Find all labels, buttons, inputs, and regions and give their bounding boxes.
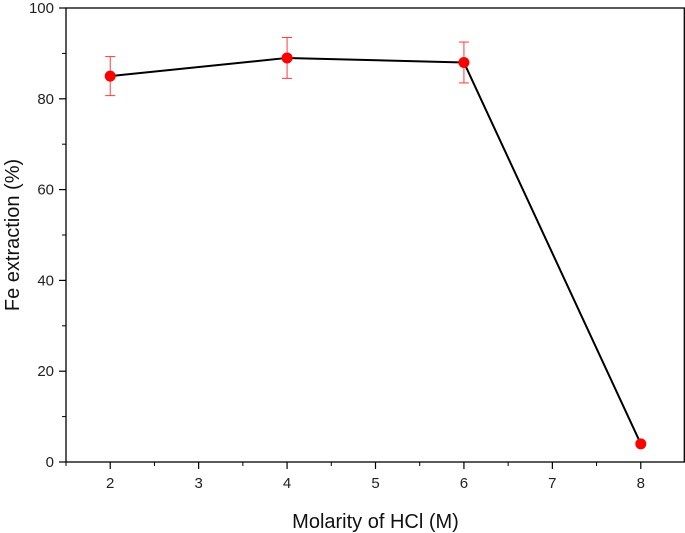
plot-frame [65,7,685,463]
series-line [110,56,642,445]
x-tick-label: 6 [460,475,468,492]
x-tick-label: 2 [106,475,114,492]
x-tick-label: 4 [283,475,291,492]
x-tick-label: 7 [548,475,556,492]
y-tick-label: 0 [46,454,54,471]
y-tick-label: 40 [37,272,54,289]
y-tick-label: 80 [37,91,54,108]
x-tick-label: 3 [194,475,202,492]
y-tick-label: 20 [37,363,54,380]
data-point [104,70,116,82]
y-tick-label: 60 [37,182,54,199]
y-axis-title: Fe extraction (%) [2,159,24,311]
data-point [458,56,470,68]
x-tick-label: 8 [637,475,645,492]
x-tick-label: 5 [371,475,379,492]
data-point [635,438,647,450]
y-tick-label: 100 [29,0,54,17]
data-point [281,52,293,64]
x-axis-title: Molarity of HCl (M) [292,511,459,533]
